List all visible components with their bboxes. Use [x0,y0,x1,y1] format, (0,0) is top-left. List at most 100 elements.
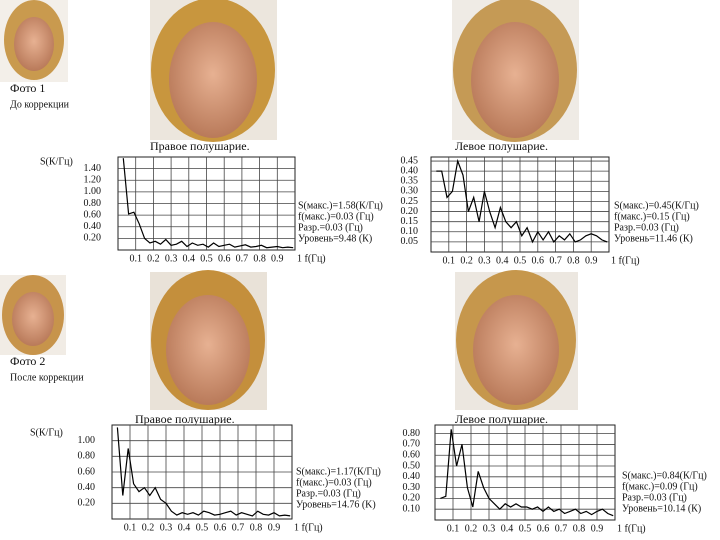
x-tick-label: 0.7 [549,255,562,266]
x-tick-label: 0.8 [573,523,586,534]
y-axis-label: S(К/Гц) [40,156,73,167]
photo-sublabel: До коррекции [10,99,70,110]
y-tick-label: 0.30 [403,482,421,493]
y-tick-label: 0.60 [84,209,102,220]
y-tick-label: 0.40 [78,482,96,493]
y-tick-label: 0.35 [401,176,419,187]
y-tick-label: 1.20 [84,175,102,186]
photo [150,0,277,142]
spectrum-line [436,158,608,244]
x-tick-label: 1 f(Гц) [297,253,326,264]
x-tick-label: 0.4 [496,255,509,266]
x-tick-label: 0.2 [147,253,160,264]
x-tick-label: 0.2 [460,255,473,266]
x-tick-label: 0.4 [183,253,196,264]
y-tick-label: 0.40 [403,471,421,482]
y-tick-label: 0.50 [403,460,421,471]
x-tick-label: 0.5 [196,522,209,533]
y-tick-label: 0.60 [403,450,421,461]
stat-annotation: Разр.=0.03 (Гц) [622,492,687,503]
y-tick-label: 0.30 [401,186,419,197]
x-tick-label: 0.7 [232,522,245,533]
x-tick-label: 0.7 [236,253,249,264]
y-tick-label: 1.40 [84,163,102,174]
x-tick-label: 1 f(Гц) [611,255,640,266]
x-tick-label: 0.7 [555,523,568,534]
x-tick-label: 1 f(Гц) [294,522,323,533]
x-tick-label: 0.8 [250,522,263,533]
x-tick-label: 0.5 [514,255,527,266]
x-tick-label: 0.2 [142,522,155,533]
stat-annotation: S(макс.)=1.17(К/Гц) [296,466,381,477]
y-tick-label: 0.20 [403,493,421,504]
x-tick-label: 0.9 [271,253,284,264]
y-tick-label: 0.45 [401,155,419,166]
y-tick-label: 0.10 [401,226,419,237]
x-tick-label: 0.5 [519,523,532,534]
x-tick-label: 0.5 [200,253,213,264]
photo [455,270,578,410]
y-tick-label: 0.10 [403,504,421,515]
x-tick-label: 1 f(Гц) [617,523,646,534]
x-tick-label: 0.8 [253,253,266,264]
stat-annotation: Разр.=0.03 (Гц) [298,222,363,233]
x-tick-label: 0.4 [501,523,514,534]
y-tick-label: 1.00 [84,186,102,197]
y-tick-label: 0.70 [403,439,421,450]
stat-annotation: Уровень=11.46 (К) [614,233,693,244]
y-tick-label: 1.00 [78,435,96,446]
x-tick-label: 0.9 [591,523,604,534]
photo-label: Фото 2 [10,354,45,368]
photo [0,275,66,355]
stat-annotation: S(макс.)=0.84(К/Гц) [622,470,707,481]
y-tick-label: 0.80 [84,198,102,209]
x-tick-label: 0.9 [268,522,281,533]
photo [0,0,68,82]
chart-title: Правое полушарие. [150,139,250,153]
x-tick-label: 0.6 [214,522,227,533]
x-tick-label: 0.2 [465,523,478,534]
spectrum-line [116,427,291,517]
y-tick-label: 0.20 [78,498,96,509]
stat-annotation: S(макс.)=0.45(К/Гц) [614,200,699,211]
chart-title: Левое полушарие. [455,139,548,153]
stat-annotation: Уровень=9.48 (К) [298,233,372,244]
stat-annotation: Уровень=14.76 (K) [296,499,376,510]
x-tick-label: 0.6 [218,253,231,264]
stat-annotation: f(макс.)=0.15 (Гц) [614,211,690,222]
x-tick-label: 0.1 [124,522,137,533]
chart-title: Правое полушарие. [135,412,235,426]
photo [452,0,579,142]
x-tick-label: 0.3 [160,522,173,533]
stat-annotation: S(макс.)=1.58(К/Гц) [298,200,383,211]
photo-sublabel: После коррекции [10,372,84,383]
stat-annotation: f(макс.)=0.03 (Гц) [296,477,372,488]
x-tick-label: 0.6 [537,523,550,534]
y-tick-label: 0.15 [401,216,419,227]
x-tick-label: 0.9 [585,255,598,266]
y-axis-label: S(К/Гц) [30,427,63,438]
x-tick-label: 0.3 [483,523,496,534]
x-tick-label: 0.8 [567,255,580,266]
spectrum-line [122,158,294,249]
x-tick-label: 0.1 [443,255,456,266]
y-tick-label: 0.25 [401,196,419,207]
y-tick-label: 0.80 [78,451,96,462]
x-tick-label: 0.3 [478,255,491,266]
chart-title: Левое полушарие. [455,412,548,426]
stat-annotation: f(макс.)=0.09 (Гц) [622,481,698,492]
spectrum-line [440,429,614,517]
stat-annotation: Разр.=0.03 (Гц) [296,488,361,499]
x-tick-label: 0.4 [178,522,191,533]
stat-annotation: f(макс.)=0.03 (Гц) [298,211,374,222]
stat-annotation: Уровень=10.14 (К) [622,503,701,514]
x-tick-label: 0.1 [129,253,142,264]
y-tick-label: 0.40 [401,165,419,176]
x-tick-label: 0.1 [447,523,460,534]
stat-annotation: Разр.=0.03 (Гц) [614,222,679,233]
y-tick-label: 0.80 [403,428,421,439]
y-tick-label: 0.20 [401,206,419,217]
y-tick-label: 0.40 [84,221,102,232]
x-tick-label: 0.3 [165,253,178,264]
